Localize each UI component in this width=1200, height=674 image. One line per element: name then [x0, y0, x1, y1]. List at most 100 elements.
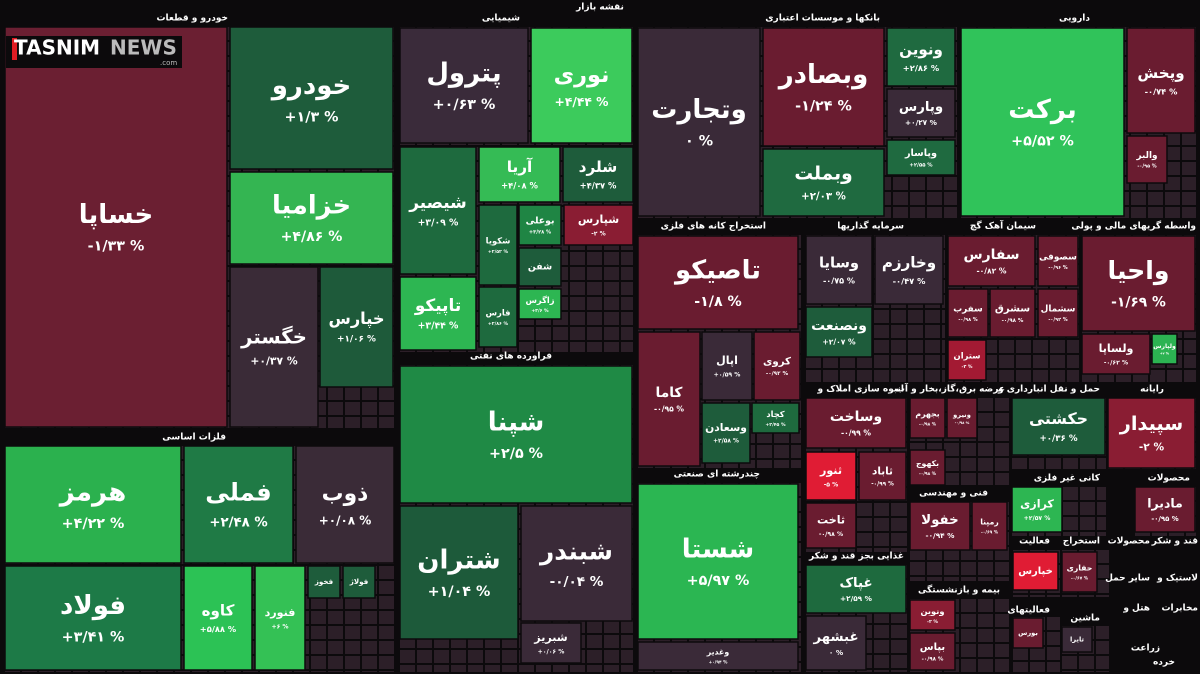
stock-change: +۱/۳ % — [285, 110, 339, 126]
stock-symbol: غبشهر — [812, 630, 858, 645]
stock-symbol: کرازی — [1020, 498, 1054, 511]
stock-symbol: ولساپا — [1099, 342, 1134, 355]
stock-change: -۰/۹۸ % — [955, 421, 970, 425]
stock-tile — [637, 641, 799, 671]
stock-symbol: سصوفی — [1039, 253, 1077, 263]
stock-symbol: ولپارس — [1153, 343, 1176, 350]
stock-symbol: کچاد — [766, 409, 784, 419]
stock-change: +۴/۰۸ % — [501, 180, 538, 190]
map-title: نقشه بازار — [575, 3, 624, 13]
stock-change: -۰/۶۲ % — [1104, 359, 1128, 366]
stock-tile — [520, 505, 633, 622]
stock-change: -۰/۶۷ % — [1071, 575, 1089, 581]
stock-tile — [909, 632, 956, 671]
sector-label: سایر حمل — [1105, 574, 1150, 584]
stock-tile — [805, 451, 857, 501]
stock-tile — [909, 501, 971, 551]
stock-symbol: بورس — [1018, 629, 1038, 637]
stock-change: +۲/۰۷ % — [822, 337, 856, 346]
sector-label: خودرو و قطعات — [156, 14, 228, 24]
stock-symbol: تاپیکو — [414, 295, 461, 316]
sector-label: غذایی بجز قند و شکر — [808, 552, 904, 562]
stock-tile — [1037, 288, 1079, 338]
stock-tile — [399, 276, 477, 351]
stock-change: +۰/۹۴ % — [709, 659, 729, 665]
stock-change: +۲/۸۶ % — [488, 321, 509, 327]
stock-symbol: وسایا — [819, 254, 859, 271]
stock-symbol: وپخش — [1137, 64, 1184, 83]
sector-label: هتل و — [1122, 604, 1150, 614]
stock-change: +۰/۳۶ % — [1039, 434, 1077, 444]
stock-symbol: بپاس — [920, 642, 945, 653]
stock-change: -۱/۲۴ % — [795, 99, 852, 115]
stock-tile — [637, 235, 799, 330]
stock-symbol: فخوز — [314, 577, 334, 586]
stock-change: -۰/۹۸ % — [1002, 318, 1024, 324]
stock-tile — [295, 445, 395, 564]
sector-label: حمل و نقل انبارداری و — [997, 385, 1100, 395]
stock-symbol: پترول — [426, 58, 501, 88]
sector-label: زراعت — [1131, 644, 1160, 654]
stock-symbol: ونیرو — [952, 411, 971, 419]
stock-symbol: سشمال — [1041, 305, 1076, 315]
stock-symbol: وتجارت — [651, 95, 747, 125]
stock-tile — [229, 266, 319, 428]
stock-tile — [886, 88, 956, 138]
stock-symbol: شبندر — [538, 536, 613, 565]
stock-symbol: خفولا — [921, 513, 958, 528]
stock-change: -۰/۹۸ % — [958, 317, 977, 323]
stock-symbol: فارس — [485, 308, 510, 319]
logo-mark — [12, 38, 17, 60]
stock-change: +۲/۵۹ % — [840, 594, 873, 603]
stock-change: -۰/۹۸ % — [919, 471, 937, 477]
sector-label: فعالیت — [1019, 537, 1050, 547]
sector-label: شیمیایی — [482, 14, 520, 24]
stock-symbol: ستران — [954, 351, 981, 362]
sector-label: محصولات — [1148, 474, 1190, 484]
stock-symbol: کاوه — [202, 602, 235, 620]
stock-tile — [518, 204, 562, 246]
stock-change: -۳ % — [962, 364, 973, 370]
stock-symbol: ثنور — [819, 464, 842, 477]
stock-tile — [1107, 397, 1196, 469]
stock-tile — [909, 599, 956, 631]
stock-change: ۰ % — [829, 648, 844, 657]
stock-tile — [1151, 333, 1178, 365]
stock-symbol: اپال — [716, 354, 738, 367]
stock-change: +۲/۵۸ % — [713, 439, 739, 445]
stock-tile — [478, 146, 561, 203]
stock-symbol: شیصیر — [408, 192, 467, 213]
stock-symbol: شلرد — [579, 158, 618, 176]
stock-change: +۴/۸۶ % — [281, 229, 343, 245]
stock-symbol: خگستر — [240, 326, 307, 349]
stock-tile — [805, 615, 867, 671]
stock-tile — [971, 501, 1008, 551]
stock-tile — [909, 449, 946, 486]
stock-change: +۲/۴۸ % — [209, 516, 267, 531]
stock-change: -۰/۷۵ % — [823, 276, 855, 286]
sector-label: ماشین — [1070, 614, 1100, 624]
stock-symbol: وسعادن — [705, 421, 747, 434]
stock-change: +۵/۵۲ % — [1011, 134, 1074, 150]
sector-label: چندرشته ای صنعتی — [674, 470, 760, 480]
stock-tile — [1011, 397, 1106, 456]
stock-change: -۰/۹۵ % — [1151, 515, 1178, 523]
stock-change: +۴/۲۲ % — [62, 516, 125, 532]
stock-tile — [342, 565, 376, 599]
stock-tile — [1011, 486, 1063, 533]
stock-tile — [753, 331, 801, 401]
sector-label: عرضه برق،گاز،بخار و آب — [896, 383, 1005, 395]
stock-change: -۲ % — [591, 230, 605, 237]
stock-change: +۰/۲۷ % — [905, 118, 938, 127]
stock-symbol: والبر — [1135, 151, 1157, 161]
stock-symbol: ونصنعت — [811, 318, 867, 334]
stock-tile — [989, 288, 1036, 338]
stock-tile — [947, 235, 1036, 287]
stock-symbol: حفاری — [1067, 564, 1093, 573]
sector-label: انبوه سازی املاک و — [817, 385, 904, 395]
stock-tile — [701, 331, 753, 401]
stock-tile — [805, 235, 873, 305]
stock-change: -۰/۹۸ % — [819, 531, 843, 538]
stock-symbol: بجهرم — [915, 410, 939, 419]
stock-symbol: فولاد — [60, 591, 126, 621]
